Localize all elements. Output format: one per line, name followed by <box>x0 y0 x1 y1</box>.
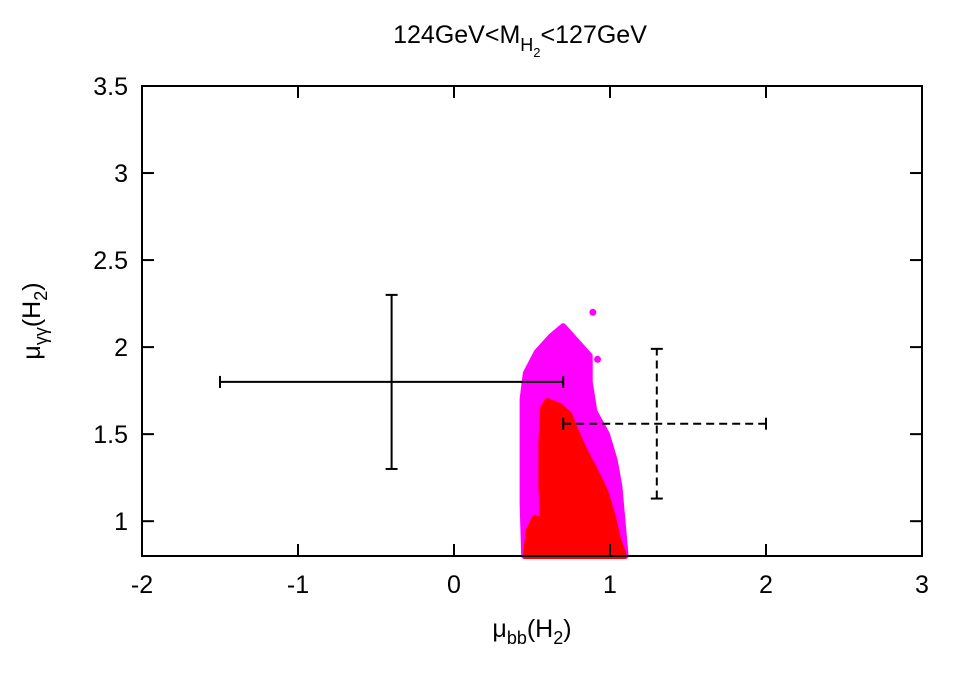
x-axis-label: μbb(H2) <box>492 615 571 648</box>
x-tick-label: -1 <box>287 571 309 599</box>
y-tick-label: 3 <box>114 160 128 188</box>
y-tick-label: 2 <box>114 334 128 362</box>
x-tick-label: 3 <box>915 571 929 599</box>
y-tick-label: 3.5 <box>93 73 128 101</box>
error-bar-2 <box>562 347 767 500</box>
x-tick-label: 2 <box>759 571 773 599</box>
scatter-point-1-3 <box>584 383 592 391</box>
x-tick-label: 1 <box>603 571 617 599</box>
axis-ticks: -2 -1 0 1 2 3 1 1.5 2 2.5 3 3.5 <box>93 73 929 599</box>
x-tick-label: 0 <box>447 571 461 599</box>
plot-frame <box>141 85 923 557</box>
y-tick-label: 1.5 <box>93 421 128 449</box>
error-bar-1 <box>219 293 565 470</box>
scatter-point-1-1 <box>589 308 597 316</box>
scatter-point-1-2 <box>594 355 602 363</box>
y-tick-label: 1 <box>114 508 128 536</box>
y-tick-label: 2.5 <box>93 247 128 275</box>
error-bars <box>219 293 767 500</box>
x-tick-label: -2 <box>131 571 153 599</box>
scatter-regions <box>519 308 629 559</box>
scatter-region-2 <box>522 398 627 559</box>
chart-title: 124GeV<MH2<127GeV <box>393 21 647 60</box>
y-axis-label: μγγ(H2) <box>18 282 51 359</box>
